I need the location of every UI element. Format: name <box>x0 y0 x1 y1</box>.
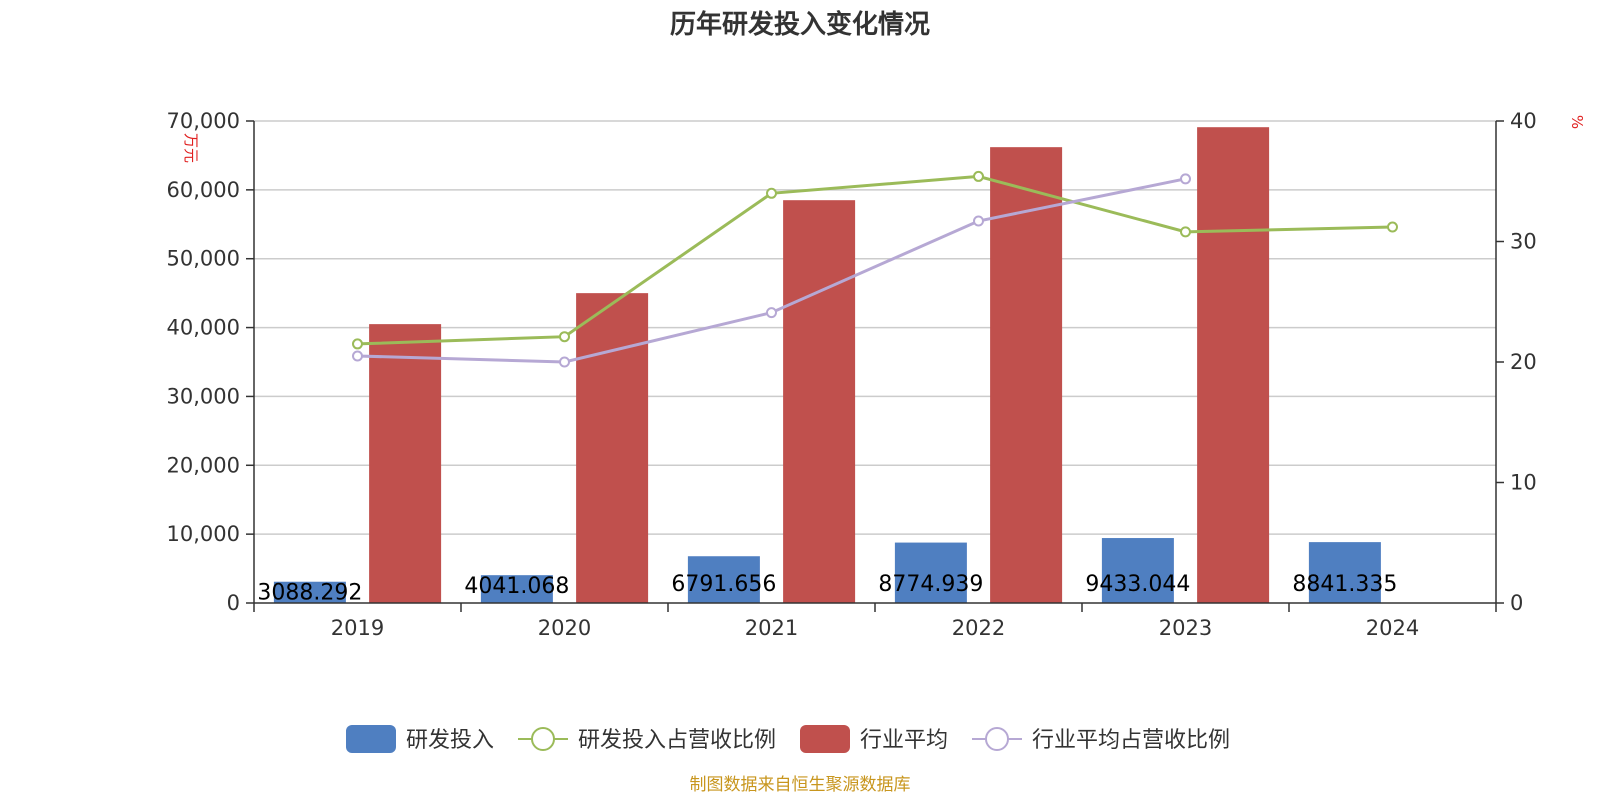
x-tick-label: 2019 <box>331 616 384 640</box>
left-tick-label: 30,000 <box>167 384 240 408</box>
x-tick-label: 2024 <box>1366 616 1419 640</box>
right-tick-label: 30 <box>1510 230 1537 254</box>
bar-value-label: 9433.044 <box>1085 572 1190 597</box>
axes-layer: 0 10,000 20,000 30,000 40,000 50,000 60,000 70,… <box>167 109 1537 640</box>
x-tick-label: 2023 <box>1159 616 1212 640</box>
legend-label: 研发投入 <box>406 728 494 753</box>
bar-value-label: 8841.335 <box>1292 572 1397 597</box>
right-axis-unit: % <box>1568 115 1586 129</box>
line-point <box>1387 221 1398 233</box>
x-tick-label: 2020 <box>538 616 591 640</box>
line-point <box>1180 226 1191 238</box>
right-tick-label: 0 <box>1510 591 1523 615</box>
left-tick-label: 40,000 <box>167 316 240 340</box>
bar-行业平均 <box>990 147 1063 603</box>
line-point <box>973 215 984 227</box>
line-研发投入占营收比例 <box>357 174 1393 346</box>
chart-title: 历年研发投入变化情况 <box>670 9 930 40</box>
bar-行业平均 <box>783 200 856 603</box>
legend-label: 行业平均 <box>860 728 948 753</box>
x-tick-label: 2022 <box>952 616 1005 640</box>
left-tick-label: 0 <box>227 591 240 615</box>
line-point <box>559 331 570 343</box>
left-tick-label: 10,000 <box>167 522 240 546</box>
bar-研发投入 <box>1308 542 1381 603</box>
lines-layer <box>352 170 1398 368</box>
bar-研发投入 <box>687 556 760 603</box>
bar-研发投入 <box>894 542 967 603</box>
legend-swatch-行业平均 <box>800 725 850 753</box>
legend-label: 行业平均占营收比例 <box>1032 728 1230 753</box>
x-tick-label: 2021 <box>745 616 798 640</box>
bar-研发投入 <box>480 575 553 603</box>
line-point <box>559 356 570 368</box>
line-point <box>766 187 777 199</box>
grid-lines <box>254 120 1496 535</box>
line-point <box>352 350 363 362</box>
left-axis-unit: 万元 <box>182 133 200 163</box>
line-point <box>973 170 984 182</box>
legend-marker-研发投入占营收比例 <box>531 727 555 751</box>
line-point <box>352 338 363 350</box>
bar-labels-layer: 3088.292 4041.068 6791.656 8774.939 9433.044… <box>257 572 1397 606</box>
bar-行业平均 <box>369 324 442 603</box>
left-tick-label: 60,000 <box>167 178 240 202</box>
legend-marker-行业平均占营收比例 <box>985 727 1009 751</box>
bar-行业平均 <box>1197 127 1270 603</box>
bars-layer <box>273 127 1381 603</box>
source-note: 制图数据来自恒生聚源数据库 <box>690 775 911 795</box>
legend-label: 研发投入占营收比例 <box>578 728 776 753</box>
line-point <box>1180 173 1191 185</box>
line-point <box>766 307 777 319</box>
bar-研发投入 <box>1101 538 1174 603</box>
right-tick-label: 10 <box>1510 471 1537 495</box>
left-tick-label: 20,000 <box>167 453 240 477</box>
left-tick-label: 50,000 <box>167 247 240 271</box>
bar-value-label: 3088.292 <box>257 581 362 606</box>
legend: 研发投入 研发投入占营收比例 行业平均 行业平均占营收比例 <box>346 725 1230 753</box>
bar-研发投入 <box>273 581 346 603</box>
bar-行业平均 <box>576 293 649 603</box>
bar-value-label: 6791.656 <box>671 572 776 597</box>
left-tick-label: 70,000 <box>167 109 240 133</box>
legend-swatch-研发投入 <box>346 725 396 753</box>
right-tick-label: 40 <box>1510 109 1537 133</box>
right-tick-label: 20 <box>1510 350 1537 374</box>
bar-value-label: 8774.939 <box>878 572 983 597</box>
bar-value-label: 4041.068 <box>464 574 569 599</box>
